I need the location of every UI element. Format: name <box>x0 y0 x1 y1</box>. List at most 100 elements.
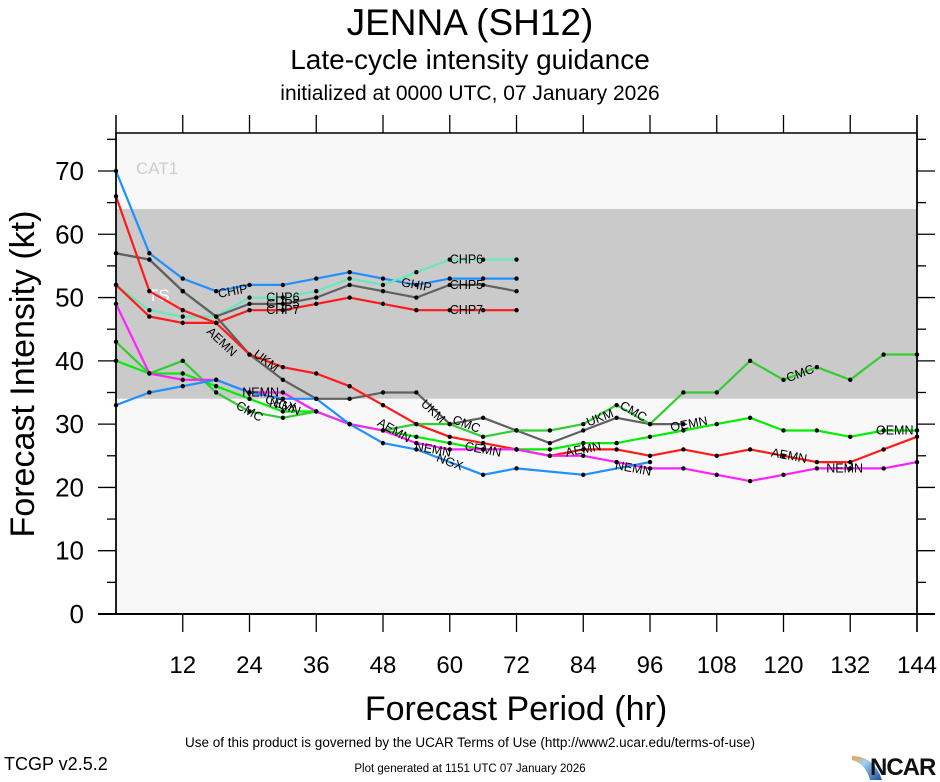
data-point-cmc <box>280 415 286 421</box>
data-point-aemn <box>714 453 719 458</box>
series-label-chp5: CHP5 <box>450 278 483 292</box>
data-point-cmc <box>414 421 419 427</box>
data-point-chip <box>314 276 319 281</box>
band-td <box>116 398 917 614</box>
x-tick-label: 36 <box>303 652 330 679</box>
series-label-nemn: NEMN <box>414 439 453 460</box>
y-tick-label: 30 <box>55 409 84 439</box>
x-tick-label: 144 <box>897 652 937 679</box>
series-label-chp6: CHP6 <box>450 253 483 267</box>
data-point-chip <box>347 270 352 275</box>
data-point-chp6 <box>347 276 352 281</box>
series-label-chp7: CHP7 <box>450 303 483 317</box>
x-tick-label: 84 <box>570 652 597 679</box>
data-point-cmc <box>480 434 486 439</box>
data-point-chp6 <box>280 295 286 300</box>
x-tick-label: 12 <box>169 652 196 679</box>
data-point-chp6 <box>147 308 152 313</box>
data-point-nemn <box>280 390 286 395</box>
data-point-ukm <box>547 440 553 446</box>
init-time: initialized at 0000 UTC, 07 January 2026 <box>280 82 660 105</box>
data-point-nemn <box>514 447 519 452</box>
data-point-nemn <box>447 447 452 452</box>
x-tick-label: 24 <box>236 652 263 679</box>
x-tick-label: 96 <box>637 652 664 679</box>
data-point-chp6 <box>447 257 452 262</box>
data-point-cmc <box>547 428 553 433</box>
data-point-chip <box>280 282 286 288</box>
data-point-cmc <box>848 377 853 383</box>
data-point-aemn <box>280 364 286 370</box>
data-point-aemn <box>247 352 252 357</box>
data-point-ngx <box>213 377 219 383</box>
data-point-ukm <box>180 289 185 294</box>
series-label-ngx: NGX <box>268 396 298 415</box>
ncar-logo: NCAR <box>852 754 940 781</box>
data-point-cmc <box>180 358 185 364</box>
data-point-oemn <box>547 447 553 452</box>
data-point-nemn <box>614 459 619 465</box>
data-point-cmc <box>747 358 753 364</box>
data-point-ngx <box>581 472 586 477</box>
data-point-cmc <box>814 364 820 370</box>
data-point-chp5 <box>480 282 486 288</box>
data-point-chip <box>514 276 519 281</box>
data-point-ngx <box>647 459 653 465</box>
data-point-oemn <box>647 434 653 439</box>
series-label-aemn: AEMN <box>770 446 808 466</box>
data-point-cmc <box>714 390 719 395</box>
data-point-aemn <box>380 402 386 408</box>
data-point-chp5 <box>314 295 319 300</box>
y-tick-label: 60 <box>55 219 84 249</box>
data-point-chp6 <box>514 257 519 262</box>
data-point-ngx <box>280 396 286 402</box>
data-point-ukm <box>480 415 486 421</box>
data-point-ukm <box>681 421 686 427</box>
generated-time: Plot generated at 1151 UTC 07 January 20… <box>354 763 586 775</box>
data-point-chip <box>180 276 185 281</box>
data-point-aemn <box>480 440 486 446</box>
data-point-oemn <box>180 371 185 376</box>
data-point-nemn <box>714 472 719 477</box>
data-point-chp5 <box>280 301 286 307</box>
series-label-oemn: OEMN <box>669 414 708 435</box>
x-tick-label: 60 <box>436 652 463 679</box>
data-point-chp5 <box>347 282 352 288</box>
data-point-chp6 <box>314 289 319 294</box>
data-point-cmc <box>647 421 653 427</box>
series-label-aemn: AEMN <box>564 439 602 459</box>
data-point-nemn <box>414 440 419 446</box>
data-point-chp5 <box>514 289 519 294</box>
data-point-chp7 <box>447 308 452 313</box>
data-point-aemn <box>781 453 786 458</box>
data-point-oemn <box>681 428 686 433</box>
terms-of-use: Use of this product is governed by the U… <box>185 735 755 750</box>
series-label-oemn: CEMN <box>464 439 503 460</box>
series-label-nemn: NEMN <box>614 458 653 479</box>
y-tick-label: 50 <box>55 283 84 313</box>
y-tick-label: 70 <box>55 156 84 186</box>
series-line-ngx <box>115 378 651 476</box>
y-tick-label: 0 <box>70 599 84 629</box>
data-point-ukm <box>581 428 586 433</box>
data-point-nemn <box>547 453 553 458</box>
series-label-nemn: NEMN <box>242 385 279 399</box>
series-label-chp7: CHP7 <box>266 303 299 317</box>
x-tick-label: 48 <box>370 652 397 679</box>
data-point-ukm <box>414 390 419 395</box>
data-point-chip <box>147 251 152 256</box>
data-point-ngx <box>514 466 519 471</box>
data-point-aemn <box>347 383 352 389</box>
data-point-oemn <box>714 421 719 427</box>
data-point-chp5 <box>447 282 452 288</box>
data-point-aemn <box>314 371 319 376</box>
data-point-nemn <box>380 428 386 433</box>
series-label-chip: CHIP <box>217 282 249 301</box>
data-point-aemn <box>881 447 886 452</box>
data-point-chp7 <box>247 308 252 313</box>
data-point-aemn <box>747 447 753 452</box>
data-point-oemn <box>848 434 853 439</box>
data-point-chp7 <box>414 308 419 313</box>
data-point-chip <box>247 282 252 288</box>
data-point-oemn <box>213 383 219 389</box>
